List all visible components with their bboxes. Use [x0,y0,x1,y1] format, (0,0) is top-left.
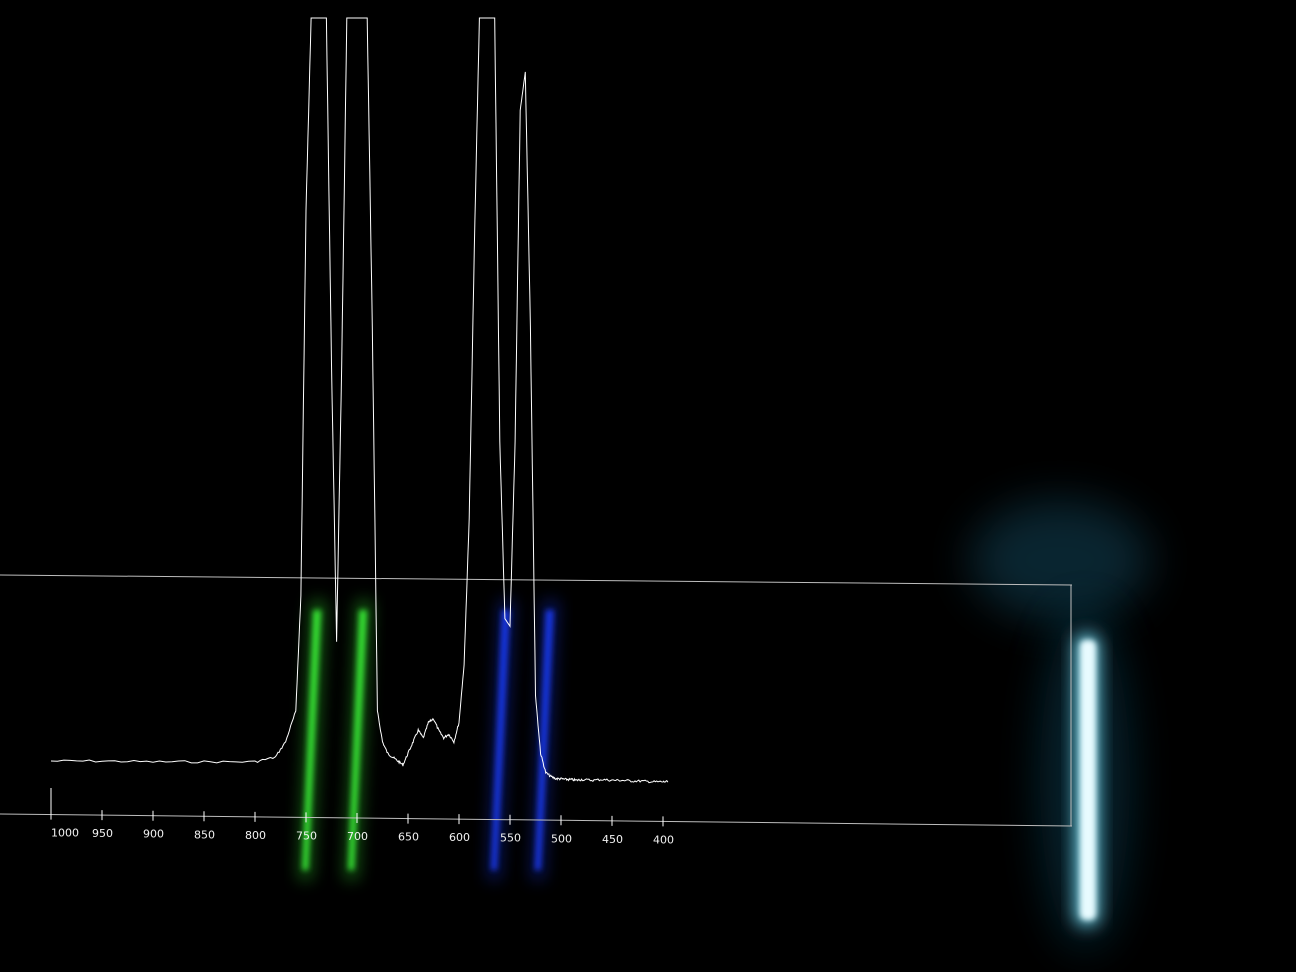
x-tick-label-700: 700 [347,830,368,843]
lamp-tube [1080,640,1096,920]
x-tick-label-800: 800 [245,829,266,842]
blue-band-left [490,610,510,870]
x-tick-label-550: 550 [500,832,521,845]
spectrum-trace [50,17,669,784]
lamp-source-glow [970,500,1150,950]
blue-band-right [534,610,554,870]
green-band-right [348,610,368,870]
x-tick-label-400: 400 [653,833,674,846]
spectrum-trace-group [50,17,669,784]
x-tick-label-650: 650 [398,831,419,844]
x-tick-label-450: 450 [602,833,623,846]
x-tick-label-1000: 1000 [51,827,79,840]
x-tick-label-950: 950 [92,827,113,840]
x-tick-label-500: 500 [551,832,572,845]
x-tick-label-750: 750 [296,829,317,842]
lamp-halo-upper [970,500,1150,620]
spectral-band-glows [298,600,559,880]
overlay-frame [0,574,1073,827]
x-tick-label-600: 600 [449,831,470,844]
green-band-left [302,610,322,870]
x-axis: 1000 950 900 850 800 750 700 650 600 550 500 450 400 [50,788,674,846]
frame-bottom-line [0,813,1073,827]
x-tick-label-850: 850 [194,828,215,841]
frame-top-line [0,574,1073,586]
x-tick-label-900: 900 [143,828,164,841]
